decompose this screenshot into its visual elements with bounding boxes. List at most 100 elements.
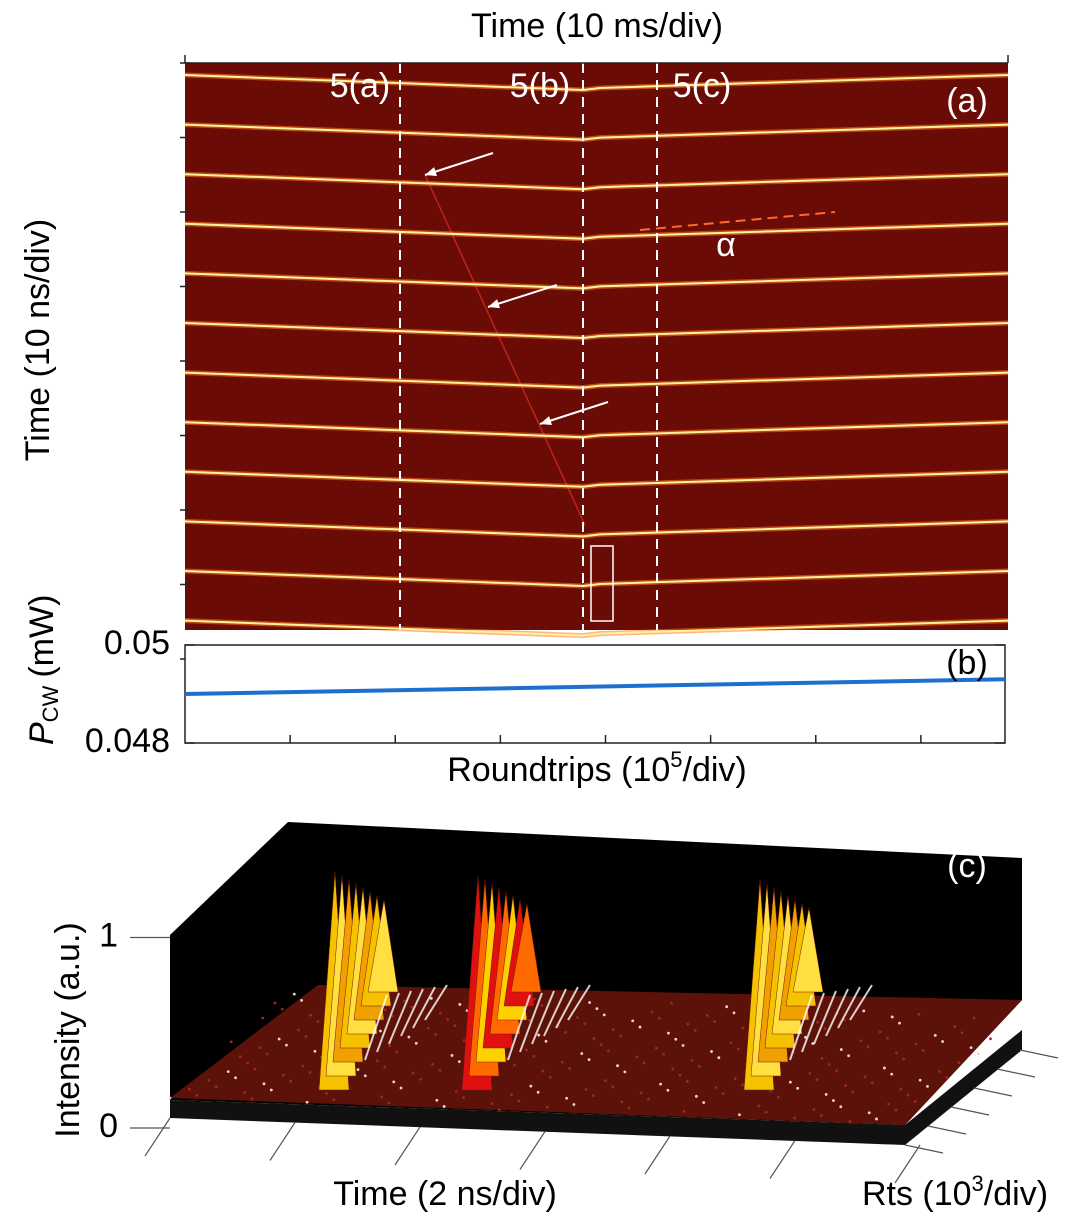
plot-frame [184,644,1006,744]
surface-speckle [426,1026,430,1030]
peak [367,899,399,993]
surface-speckle [300,998,304,1002]
ripple [789,994,813,1061]
surface-speckle [738,1113,741,1117]
surface-speckle [902,1057,906,1061]
surface-speckle [764,1110,768,1114]
trace [184,173,1009,191]
surface-speckle [671,1067,675,1071]
surface-speckle [280,1007,284,1011]
surface-speckle [898,1021,901,1025]
surface-speckle [611,1085,615,1089]
highlight-box [590,545,614,622]
trace [184,222,1009,240]
arrow-head [540,416,552,426]
labels: Time (10 ms/div) Time (10 ns/div) 5(a) 5… [19,7,1048,1213]
surface-speckle [325,1092,328,1095]
surface-speckle [450,1054,454,1057]
surface-speckle [599,1043,603,1047]
annotation: 5(c) [673,67,732,105]
surface-speckle [243,1091,246,1095]
surface-speckle [457,1060,461,1064]
surface-speckle [356,1068,360,1072]
surface-speckle [732,1011,736,1015]
y-tick-label: 0.05 [104,624,170,662]
surface-speckle [882,1066,886,1070]
surface-speckle [332,1098,336,1101]
surface-speckle [620,1100,624,1104]
surface-speckle [657,1016,661,1020]
y-tick-label: 0.048 [85,722,170,760]
y-label-unit: (mW) [23,595,61,678]
surface-speckle [454,1090,458,1093]
surface-speckle [816,1020,820,1024]
surface-speckle [544,1039,548,1043]
surface-speckle [583,1022,587,1026]
surface-speckle [308,1070,312,1074]
surface-speckle [847,1054,851,1058]
surface-speckle [446,1018,450,1021]
ripple [813,990,837,1045]
ripple [849,984,873,1021]
surface-speckle [453,1024,457,1028]
y-tick [1019,1049,1059,1059]
surface-speckle [592,1037,596,1040]
y-tick [904,1144,944,1154]
surface-speckle [229,1040,233,1044]
surface-speckle [808,1071,812,1075]
surface-speckle [269,1088,273,1092]
surface-speckle [195,1093,199,1097]
surface-speckle [289,1079,293,1083]
heatmap-background [185,63,1008,630]
surface-speckle [887,1102,891,1106]
surface-speckle [914,1042,918,1046]
surface-speckle [972,1016,976,1020]
peak [510,903,542,993]
arrow [424,152,494,176]
z-axis-label: Intensity (a.u.) [49,922,87,1137]
y-tick [927,1125,967,1135]
surface-speckle [776,1095,780,1099]
y-axis-label: Time (10 ns/div) [19,219,57,461]
surface-speckle [667,1031,670,1035]
ripple [507,994,531,1061]
surface-speckle [642,1061,646,1065]
surface-speckle [297,1028,300,1032]
surface-speckle [867,1111,871,1115]
surface-speckle [796,1086,800,1090]
trace [184,322,1009,340]
ripple [825,988,849,1037]
ripple [424,984,448,1021]
arrow [539,401,609,425]
surface-speckle [793,1116,797,1120]
surface-speckle [674,1037,678,1041]
arrow-head [425,167,437,177]
x-label-text: Roundtrips (10 [447,751,670,789]
z-tick-label: 0 [99,1107,118,1145]
surface-speckle [848,1120,852,1123]
surface-speckle [619,1034,622,1038]
panel-label: (a) [946,82,988,120]
surface-speckle [207,1078,211,1082]
surface-speckle [316,1019,320,1023]
surface-speckle [250,1097,254,1101]
surface-speckle [627,1106,631,1110]
surface-speckle [490,1102,494,1106]
surface-speckle [565,1096,569,1100]
surface-speckle [580,1052,584,1055]
panel-c: 01 [99,822,1059,1184]
surface-speckle [414,1041,418,1045]
surface-speckle [560,1060,564,1064]
surface-speckle [214,1085,218,1088]
surface-speckle [899,1087,903,1091]
surface-speckle [839,1105,843,1109]
surface-speckle [392,1080,396,1084]
surface-speckle [870,1081,874,1085]
surface-speckle [886,1036,889,1040]
surface-speckle [616,1064,619,1068]
surface-speckle [906,1093,910,1097]
surface-speckle [391,1014,394,1018]
surface-speckle [253,1067,257,1071]
surface-speckle [654,1046,658,1050]
surface-speckle [736,1047,740,1051]
